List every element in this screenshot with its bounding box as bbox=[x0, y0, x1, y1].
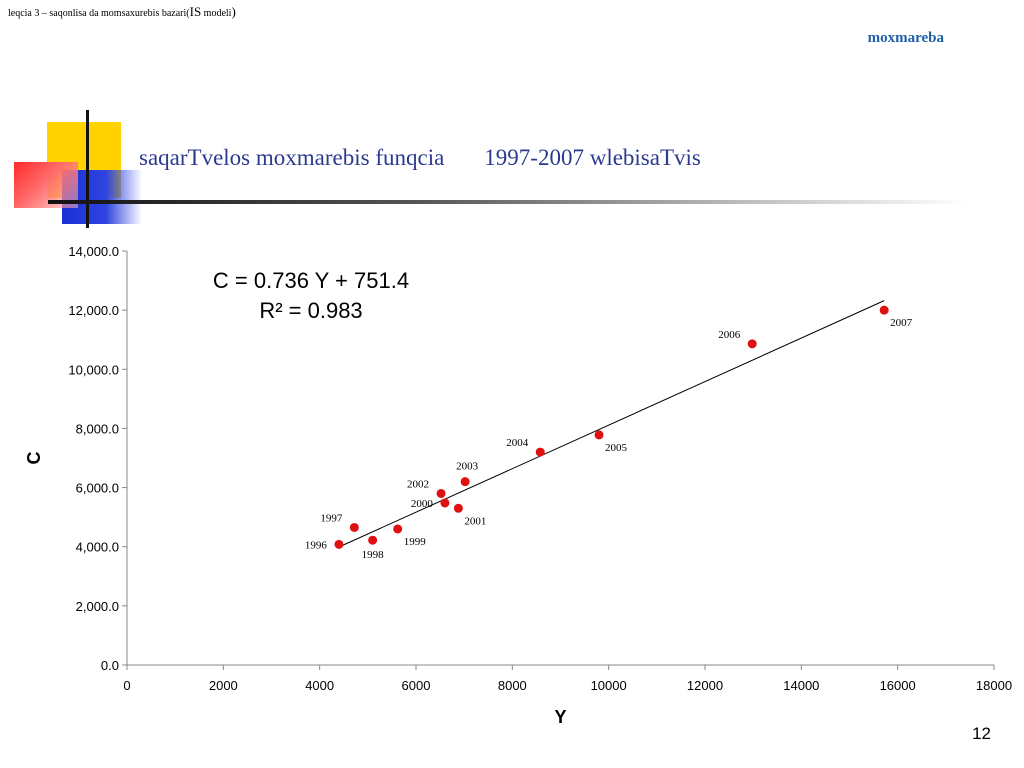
lecture-header-is: IS bbox=[189, 4, 202, 19]
data-label-1997: 1997 bbox=[320, 512, 343, 524]
data-point-2004 bbox=[535, 447, 545, 457]
x-tick-label: 18000 bbox=[976, 678, 1012, 693]
x-tick-label: 12000 bbox=[687, 678, 723, 693]
lecture-header: leqcia 3 – saqonlisa da momsaxurebis baz… bbox=[8, 4, 236, 20]
data-label-2004: 2004 bbox=[506, 437, 529, 449]
x-tick-label: 4000 bbox=[305, 678, 334, 693]
data-points: 1996 1997 1998 1999 2000 2001 2002 2003 2004 2005… bbox=[305, 305, 913, 561]
data-point-2003 bbox=[460, 477, 470, 487]
y-tick-label: 10,000.0 bbox=[68, 362, 119, 377]
data-label-2007: 2007 bbox=[890, 317, 913, 329]
data-label-2002: 2002 bbox=[407, 478, 429, 490]
decor-vertical-line bbox=[86, 110, 89, 228]
y-tick-label: 4,000.0 bbox=[76, 540, 119, 555]
data-point-2001 bbox=[453, 503, 463, 513]
chart-axes: 0.0 2,000.0 4,000.0 6,000.0 8,000.0 10,000.0 1… bbox=[24, 244, 1012, 727]
section-label: moxmareba bbox=[867, 30, 944, 46]
data-label-2000: 2000 bbox=[411, 498, 434, 510]
x-tick-label: 6000 bbox=[402, 678, 431, 693]
y-tick-label: 8,000.0 bbox=[76, 421, 119, 436]
data-label-1996: 1996 bbox=[305, 539, 328, 551]
r-squared-label: R² = 0.983 bbox=[259, 298, 362, 323]
y-axis-title: C bbox=[24, 452, 44, 465]
slide-title-main: saqarTvelos moxmarebis funqcia bbox=[139, 145, 445, 170]
data-label-2001: 2001 bbox=[464, 515, 486, 527]
trendline bbox=[338, 300, 885, 548]
y-tick-label: 14,000.0 bbox=[68, 244, 119, 259]
data-point-1996 bbox=[334, 539, 344, 549]
trendline-group bbox=[338, 300, 885, 548]
lecture-header-close: ) bbox=[231, 4, 236, 19]
page-number: 12 bbox=[972, 724, 991, 743]
data-label-2006: 2006 bbox=[718, 329, 741, 341]
data-point-1998 bbox=[368, 535, 378, 545]
data-label-1999: 1999 bbox=[404, 536, 427, 548]
data-point-2000 bbox=[440, 498, 450, 508]
data-point-1999 bbox=[393, 524, 403, 534]
data-label-2005: 2005 bbox=[605, 442, 628, 454]
lecture-header-modeli: modeli bbox=[201, 8, 232, 19]
slide-title: saqarTvelos moxmarebis funqcia 1997-2007 … bbox=[139, 145, 701, 171]
data-point-2002 bbox=[436, 488, 446, 498]
x-axis-title: Y bbox=[554, 707, 566, 727]
x-tick-label: 10000 bbox=[591, 678, 627, 693]
data-label-2003: 2003 bbox=[456, 461, 479, 473]
y-tick-label: 2,000.0 bbox=[76, 599, 119, 614]
decor-horizontal-line bbox=[48, 200, 968, 204]
y-tick-label: 6,000.0 bbox=[76, 481, 119, 496]
data-label-1998: 1998 bbox=[362, 549, 385, 561]
y-tick-label: 0.0 bbox=[101, 658, 119, 673]
x-tick-label: 2000 bbox=[209, 678, 238, 693]
x-tick-label: 14000 bbox=[783, 678, 819, 693]
y-tick-label: 12,000.0 bbox=[68, 303, 119, 318]
x-tick-label: 16000 bbox=[880, 678, 916, 693]
data-point-1997 bbox=[349, 522, 359, 532]
slide-title-years: 1997-2007 wlebisaTvis bbox=[484, 145, 701, 170]
data-point-2007 bbox=[879, 305, 889, 315]
lecture-header-text: leqcia 3 – saqonlisa da momsaxurebis baz… bbox=[8, 8, 190, 19]
data-point-2005 bbox=[594, 430, 604, 440]
regression-equation: C = 0.736 Y + 751.4 bbox=[213, 268, 409, 293]
x-tick-label: 8000 bbox=[498, 678, 527, 693]
data-point-2006 bbox=[747, 339, 757, 349]
x-tick-label: 0 bbox=[123, 678, 130, 693]
